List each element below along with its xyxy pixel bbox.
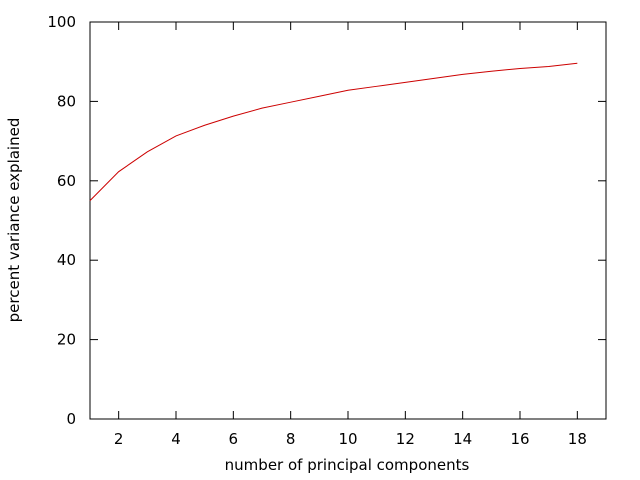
x-tick-label: 12 xyxy=(396,430,415,448)
series-line xyxy=(89,62,578,202)
y-tick-label: 100 xyxy=(47,13,76,31)
y-tick-label: 80 xyxy=(57,92,76,110)
plot-frame xyxy=(89,21,607,420)
x-tick-label: 14 xyxy=(453,430,472,448)
y-tick-labels: 0 20 40 60 80 100 xyxy=(47,13,76,428)
x-tick-label: 2 xyxy=(114,430,124,448)
x-tick-label: 16 xyxy=(510,430,529,448)
series-layer xyxy=(89,62,578,202)
x-tick-label: 8 xyxy=(286,430,296,448)
tick-marks xyxy=(90,21,606,420)
y-tick-label: 0 xyxy=(66,410,76,428)
x-tick-labels: 2 4 6 8 10 12 14 16 18 xyxy=(114,430,587,448)
x-tick-label: 18 xyxy=(568,430,587,448)
y-axis-label: percent variance explained xyxy=(5,118,23,323)
y-tick-label: 40 xyxy=(57,251,76,269)
x-tick-label: 10 xyxy=(338,430,357,448)
x-tick-label: 4 xyxy=(171,430,181,448)
y-tick-label: 20 xyxy=(57,331,76,349)
x-tick-label: 6 xyxy=(229,430,239,448)
x-axis-label: number of principal components xyxy=(225,456,470,474)
y-tick-label: 60 xyxy=(57,172,76,190)
